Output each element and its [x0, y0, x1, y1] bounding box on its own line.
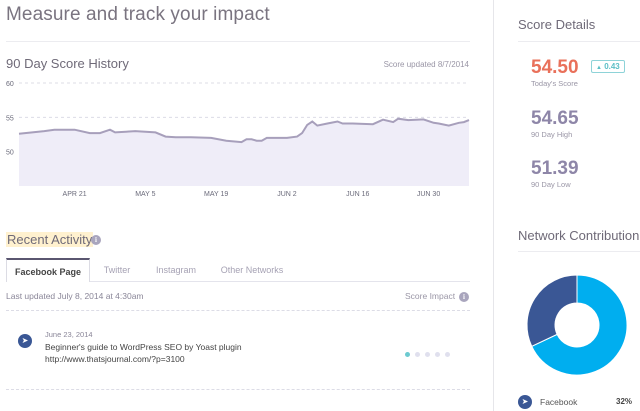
score-change: 0.43 [604, 62, 620, 71]
column-divider [493, 0, 494, 411]
info-icon[interactable]: i [91, 235, 101, 245]
y-tick-label: 50 [6, 150, 14, 157]
legend-facebook-label: Facebook [540, 397, 578, 407]
impact-dot [405, 352, 410, 357]
tabs-baseline [6, 281, 470, 282]
area-fill [19, 118, 469, 186]
divider [518, 41, 640, 42]
score-impact-dots [405, 344, 455, 362]
x-tick-label: JUN 16 [346, 191, 369, 198]
score-impact-label: Score Impact [405, 291, 456, 301]
ninety-day-low-label: 90 Day Low [531, 180, 571, 189]
score-impact-info-icon[interactable]: i [459, 292, 469, 302]
score-updated: Score updated 8/7/2014 [383, 60, 469, 69]
facebook-megaphone-icon: ➤ [518, 395, 532, 409]
ninety-day-high-label: 90 Day High [531, 130, 573, 139]
triangle-up-icon: ▲ [596, 65, 602, 71]
ninety-day-high: 54.65 [531, 108, 579, 129]
divider [6, 41, 470, 42]
donut-slice [526, 274, 578, 347]
tab-instagram[interactable]: Instagram [155, 265, 197, 275]
divider [6, 389, 470, 390]
impact-dot [445, 352, 450, 357]
network-contribution-title: Network Contribution [518, 228, 640, 243]
recent-activity-title: Recent Activity [6, 232, 94, 247]
divider [518, 251, 640, 252]
todays-score-label: Today's Score [531, 79, 578, 88]
facebook-megaphone-icon: ➤ [18, 334, 32, 348]
x-tick-label: MAY 5 [135, 191, 155, 198]
score-change-badge: ▲ 0.43 [591, 60, 625, 73]
y-tick-label: 55 [6, 115, 14, 122]
y-tick-label: 60 [6, 81, 14, 88]
activity-date: June 23, 2014 [45, 330, 93, 339]
score-details-title: Score Details [518, 17, 596, 32]
tab-facebook-page[interactable]: Facebook Page [6, 258, 90, 282]
score-history-chart: 60 55 50 APR 21 MAY 5 MAY 19 JUN 2 JUN 16 JUN 30 [6, 81, 470, 198]
x-tick-label: JUN 2 [277, 191, 297, 198]
x-tick-label: JUN 30 [417, 191, 440, 198]
last-updated: Last updated July 8, 2014 at 4:30am [6, 291, 144, 301]
history-title: 90 Day Score History [6, 56, 129, 71]
divider [6, 310, 470, 311]
list-item[interactable]: ➤ June 23, 2014 Beginner's guide to Word… [6, 320, 470, 380]
activity-url[interactable]: http://www.thatsjournal.com/?p=3100 [45, 354, 185, 364]
impact-dot [415, 352, 420, 357]
page-title: Measure and track your impact [6, 4, 270, 25]
donut-slice [531, 274, 628, 376]
activity-title[interactable]: Beginner's guide to WordPress SEO by Yoa… [45, 342, 242, 352]
todays-score: 54.50 [531, 57, 579, 78]
x-tick-label: APR 21 [63, 191, 87, 198]
ninety-day-low: 51.39 [531, 158, 579, 179]
x-tick-label: MAY 19 [204, 191, 228, 198]
impact-dot [425, 352, 430, 357]
tab-twitter[interactable]: Twitter [103, 265, 131, 275]
legend-facebook-percent: 32% [616, 397, 633, 406]
network-donut-chart [526, 274, 628, 376]
tab-other-networks[interactable]: Other Networks [220, 265, 284, 275]
impact-dot [435, 352, 440, 357]
